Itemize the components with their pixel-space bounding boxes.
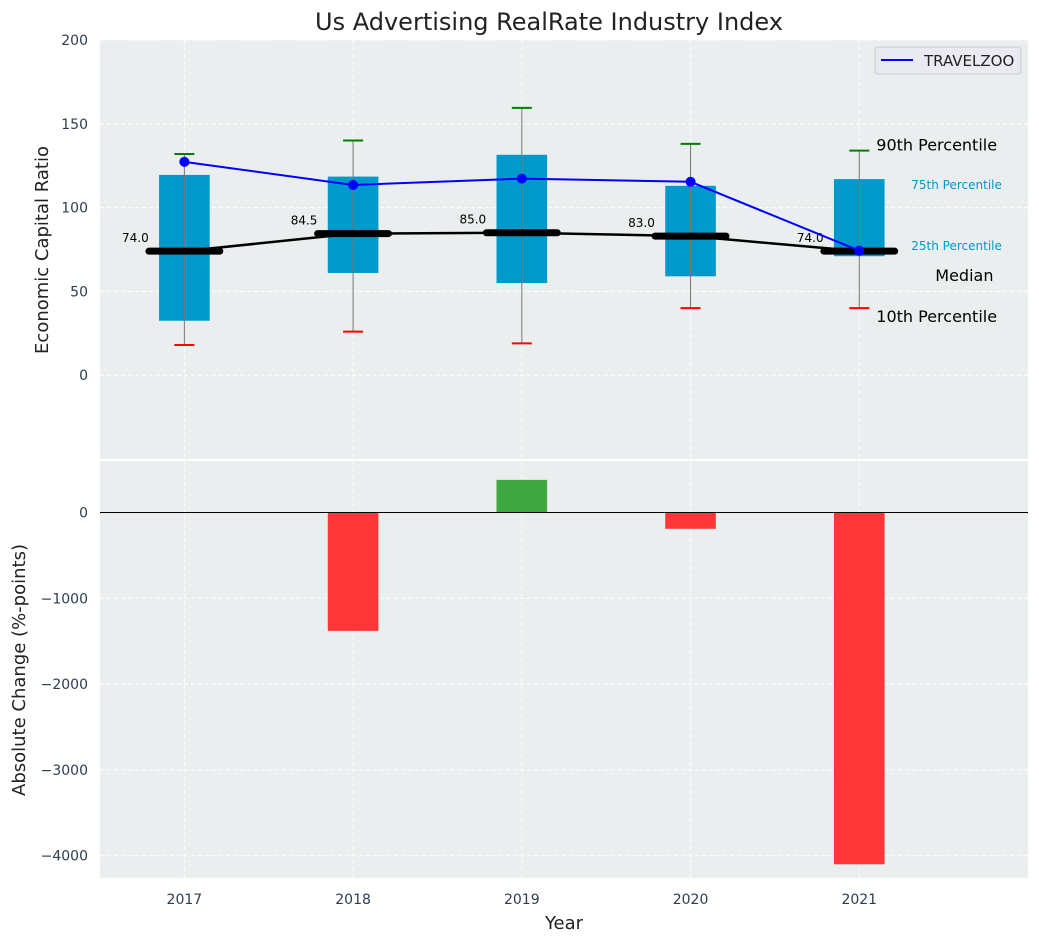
bottom-y-axis-label: Absolute Change (%-points) (9, 544, 30, 796)
x-axis-label: Year (544, 913, 584, 934)
legend-label: TRAVELZOO (923, 52, 1014, 70)
travelzoo-point (348, 179, 359, 190)
change-bar (327, 512, 379, 631)
change-bar (665, 512, 716, 529)
travelzoo-point (685, 176, 696, 187)
y-tick-label: −1000 (41, 591, 88, 607)
y-tick-label: 100 (61, 201, 88, 217)
median-label: 74.0 (797, 231, 824, 245)
annotation-median: Median (935, 266, 993, 285)
y-tick-label: 0 (79, 368, 88, 384)
y-tick-label: 200 (61, 33, 88, 49)
travelzoo-point (854, 245, 865, 256)
annotation-p90: 90th Percentile (876, 136, 997, 155)
y-tick-label: −2000 (41, 677, 88, 693)
bottom-plot-area (100, 461, 1028, 878)
chart-title: Us Advertising RealRate Industry Index (315, 8, 783, 36)
annotation-p10: 10th Percentile (876, 307, 997, 326)
median-label: 74.0 (122, 231, 149, 245)
legend: TRAVELZOO (874, 46, 1022, 75)
y-tick-label: 50 (70, 284, 88, 300)
x-tick-label: 2018 (335, 892, 371, 908)
y-tick-label: 0 (79, 505, 88, 521)
annotation-q3: 75th Percentile (911, 178, 1002, 192)
travelzoo-point (516, 173, 527, 184)
x-tick-label: 2019 (504, 892, 540, 908)
median-label: 83.0 (628, 216, 655, 230)
median-label: 84.5 (291, 214, 318, 228)
annotation-q1: 25th Percentile (911, 239, 1002, 253)
y-tick-label: −3000 (41, 763, 88, 779)
change-bar (496, 479, 548, 513)
y-tick-label: −4000 (41, 849, 88, 865)
top-y-axis-label: Economic Capital Ratio (32, 146, 53, 354)
y-tick-label: 150 (61, 117, 88, 133)
change-bar (833, 512, 885, 865)
x-tick-label: 2017 (167, 892, 203, 908)
x-tick-label: 2021 (841, 892, 877, 908)
median-label: 85.0 (459, 213, 486, 227)
x-tick-label: 2020 (673, 892, 709, 908)
travelzoo-point (179, 156, 190, 167)
